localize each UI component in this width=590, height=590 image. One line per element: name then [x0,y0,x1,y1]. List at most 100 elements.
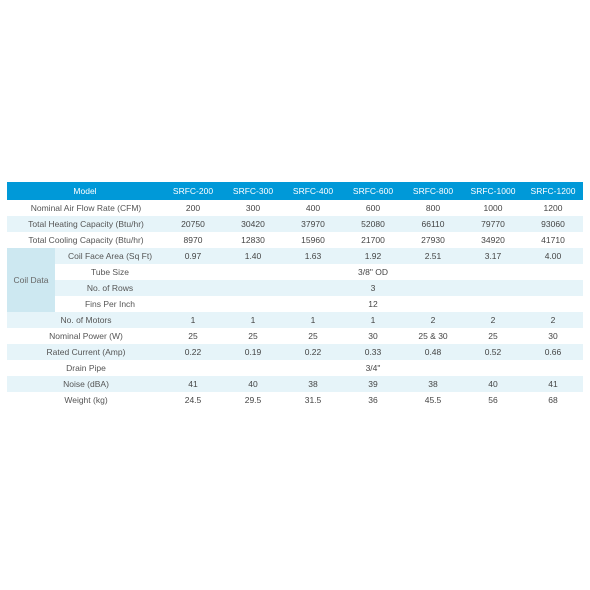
cell-span: 3/8" OD [163,264,583,280]
cell: 1.92 [343,248,403,264]
table-row: Rated Current (Amp) 0.22 0.19 0.22 0.33 … [7,344,583,360]
cell: 45.5 [403,392,463,408]
cell: 800 [403,200,463,216]
cell: 200 [163,200,223,216]
row-label: No. of Rows [55,280,163,296]
header-col: SRFC-200 [163,182,223,200]
row-label: Drain Pipe [7,360,163,376]
cell: 66110 [403,216,463,232]
cell-span: 12 [163,296,583,312]
row-label: Nominal Power (W) [7,328,163,344]
cell: 12830 [223,232,283,248]
cell: 31.5 [283,392,343,408]
cell: 41710 [523,232,583,248]
spec-table-container: Model SRFC-200 SRFC-300 SRFC-400 SRFC-60… [7,182,583,408]
cell: 20750 [163,216,223,232]
header-col: SRFC-800 [403,182,463,200]
table-row: Total Cooling Capacity (Btu/hr) 8970 128… [7,232,583,248]
row-label: Total Cooling Capacity (Btu/hr) [7,232,163,248]
cell: 27930 [403,232,463,248]
row-label: Noise (dBA) [7,376,163,392]
cell: 15960 [283,232,343,248]
cell: 25 [283,328,343,344]
row-label: Weight (kg) [7,392,163,408]
cell: 39 [343,376,403,392]
table-row: Total Heating Capacity (Btu/hr) 20750 30… [7,216,583,232]
row-label: Rated Current (Amp) [7,344,163,360]
cell: 79770 [463,216,523,232]
header-col: SRFC-300 [223,182,283,200]
cell: 1 [163,312,223,328]
cell: 25 [463,328,523,344]
cell: 21700 [343,232,403,248]
cell: 25 & 30 [403,328,463,344]
cell-span: 3 [163,280,583,296]
cell: 30 [343,328,403,344]
cell: 52080 [343,216,403,232]
cell: 0.97 [163,248,223,264]
table-row: Tube Size 3/8" OD [7,264,583,280]
cell: 4.00 [523,248,583,264]
table-row: Fins Per Inch 12 [7,296,583,312]
row-label: No. of Motors [7,312,163,328]
cell: 1 [223,312,283,328]
table-row: Nominal Air Flow Rate (CFM) 200 300 400 … [7,200,583,216]
header-col: SRFC-400 [283,182,343,200]
cell: 0.66 [523,344,583,360]
cell: 8970 [163,232,223,248]
table-row: Drain Pipe 3/4" [7,360,583,376]
cell: 3.17 [463,248,523,264]
cell: 38 [403,376,463,392]
cell: 0.22 [163,344,223,360]
cell: 1.63 [283,248,343,264]
cell: 0.33 [343,344,403,360]
cell: 2 [523,312,583,328]
row-label: Nominal Air Flow Rate (CFM) [7,200,163,216]
cell: 41 [523,376,583,392]
cell: 2.51 [403,248,463,264]
cell: 38 [283,376,343,392]
cell: 68 [523,392,583,408]
cell: 0.48 [403,344,463,360]
header-model: Model [7,182,163,200]
cell: 1 [343,312,403,328]
table-row: No. of Rows 3 [7,280,583,296]
cell: 40 [463,376,523,392]
cell: 37970 [283,216,343,232]
cell: 30 [523,328,583,344]
cell: 56 [463,392,523,408]
cell: 36 [343,392,403,408]
cell: 93060 [523,216,583,232]
cell: 24.5 [163,392,223,408]
header-row: Model SRFC-200 SRFC-300 SRFC-400 SRFC-60… [7,182,583,200]
table-row: Nominal Power (W) 25 25 25 30 25 & 30 25… [7,328,583,344]
cell-span: 3/4" [163,360,583,376]
cell: 1.40 [223,248,283,264]
row-label: Fins Per Inch [55,296,163,312]
header-col: SRFC-1000 [463,182,523,200]
cell: 0.52 [463,344,523,360]
table-row: No. of Motors 1 1 1 1 2 2 2 [7,312,583,328]
table-row: Weight (kg) 24.5 29.5 31.5 36 45.5 56 68 [7,392,583,408]
spec-table: Model SRFC-200 SRFC-300 SRFC-400 SRFC-60… [7,182,583,408]
cell: 0.19 [223,344,283,360]
table-row: Noise (dBA) 41 40 38 39 38 40 41 [7,376,583,392]
cell: 25 [163,328,223,344]
coil-data-label: Coil Data [7,248,55,312]
cell: 30420 [223,216,283,232]
cell: 29.5 [223,392,283,408]
table-row: Coil Data Coil Face Area (Sq Ft) 0.97 1.… [7,248,583,264]
header-col: SRFC-1200 [523,182,583,200]
cell: 1200 [523,200,583,216]
header-col: SRFC-600 [343,182,403,200]
cell: 25 [223,328,283,344]
cell: 600 [343,200,403,216]
cell: 2 [463,312,523,328]
cell: 40 [223,376,283,392]
row-label: Coil Face Area (Sq Ft) [55,248,163,264]
cell: 300 [223,200,283,216]
row-label: Tube Size [55,264,163,280]
cell: 1000 [463,200,523,216]
cell: 34920 [463,232,523,248]
cell: 1 [283,312,343,328]
